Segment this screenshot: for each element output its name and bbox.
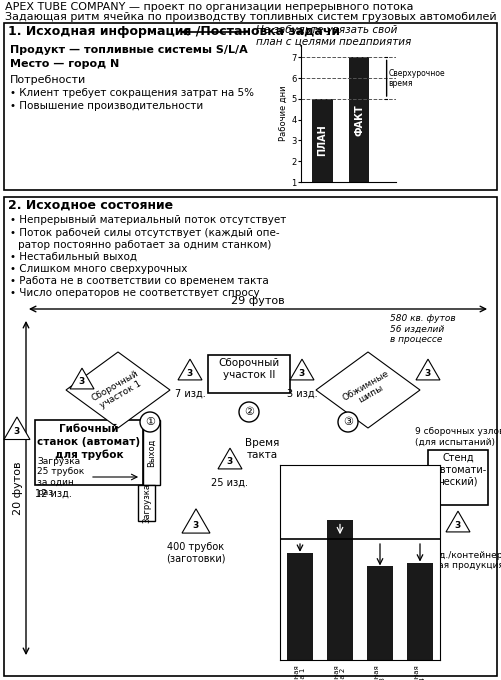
Text: 3: 3 bbox=[227, 458, 233, 466]
Text: 25 изд.: 25 изд. bbox=[211, 478, 248, 488]
Bar bbox=[287, 553, 313, 660]
Text: 9 сборочных узлов
(для испытаний): 9 сборочных узлов (для испытаний) bbox=[415, 427, 501, 446]
Text: 580 кв. футов
56 изделий
в процессе: 580 кв. футов 56 изделий в процессе bbox=[390, 314, 455, 344]
Text: ②: ② bbox=[244, 407, 254, 417]
Bar bbox=[4, 23, 497, 190]
Text: Сверхурочное
время: Сверхурочное время bbox=[388, 69, 445, 88]
Text: • Слишком много сверхурочных: • Слишком много сверхурочных bbox=[10, 264, 187, 274]
Bar bbox=[407, 562, 433, 660]
Bar bbox=[143, 420, 160, 485]
Circle shape bbox=[239, 402, 259, 422]
Bar bbox=[138, 485, 155, 521]
Text: 3 изд.: 3 изд. bbox=[287, 389, 317, 399]
Text: станок (автомат): станок (автомат) bbox=[38, 437, 141, 447]
Text: 20 футов: 20 футов bbox=[13, 461, 23, 515]
Text: Время
такта: Время такта bbox=[245, 438, 279, 460]
Text: 1. Исходная информация /Постановка задачи: 1. Исходная информация /Постановка задач… bbox=[8, 25, 340, 38]
Text: • Работа не в соответствии со временем такта: • Работа не в соответствии со временем т… bbox=[10, 276, 269, 286]
Polygon shape bbox=[70, 368, 94, 389]
Text: • Поток рабочей силы отсутствует (каждый опе-: • Поток рабочей силы отсутствует (каждый… bbox=[10, 228, 280, 238]
Polygon shape bbox=[316, 352, 420, 428]
Text: APEX TUBE COMPANY — проект по организации непрерывного потока: APEX TUBE COMPANY — проект по организаци… bbox=[5, 2, 413, 12]
Text: Сборочный
участок 1: Сборочный участок 1 bbox=[90, 369, 146, 411]
Polygon shape bbox=[178, 359, 202, 380]
Bar bbox=[367, 566, 393, 660]
Text: для трубок: для трубок bbox=[55, 450, 123, 460]
Circle shape bbox=[140, 412, 160, 432]
Text: Стенд
(автомати-
ческий): Стенд (автомати- ческий) bbox=[430, 453, 486, 486]
Text: • Число операторов не соответствует спросу: • Число операторов не соответствует спро… bbox=[10, 288, 260, 298]
Text: • Клиент требует сокращения затрат на 5%: • Клиент требует сокращения затрат на 5% bbox=[10, 88, 254, 98]
Text: 30 изд./контейнер
(готовая продукция): 30 изд./контейнер (готовая продукция) bbox=[408, 551, 501, 571]
Polygon shape bbox=[66, 352, 170, 428]
Text: 400 трубок
(заготовки): 400 трубок (заготовки) bbox=[166, 542, 226, 564]
Text: Не забудьте увязать свой
план с целями предприятия: Не забудьте увязать свой план с целями п… bbox=[256, 25, 411, 47]
Text: ратор постоянно работает за одним станком): ратор постоянно работает за одним станко… bbox=[18, 240, 272, 250]
Text: 2. Исходное состояние: 2. Исходное состояние bbox=[8, 199, 173, 212]
Text: Гибочный: Гибочный bbox=[59, 424, 119, 434]
Polygon shape bbox=[290, 359, 314, 380]
Bar bbox=[4, 197, 497, 676]
Text: 3: 3 bbox=[79, 377, 85, 386]
Text: Сборочный
участок II: Сборочный участок II bbox=[218, 358, 280, 379]
Text: Операционная
процедура 2: Операционная процедура 2 bbox=[334, 664, 347, 680]
Polygon shape bbox=[446, 511, 470, 532]
Bar bbox=[313, 99, 333, 182]
Text: 29 футов: 29 футов bbox=[231, 296, 285, 306]
Bar bbox=[208, 355, 290, 393]
Text: Операционная
проц. 4: Операционная проц. 4 bbox=[413, 664, 426, 680]
Text: ПЛАН: ПЛАН bbox=[318, 124, 328, 156]
Text: 3: 3 bbox=[193, 520, 199, 530]
Text: Потребности: Потребности bbox=[10, 75, 86, 85]
Text: 3: 3 bbox=[299, 369, 305, 377]
Text: Выход: Выход bbox=[147, 439, 156, 466]
Polygon shape bbox=[416, 359, 440, 380]
Bar bbox=[327, 520, 353, 660]
Text: 3: 3 bbox=[455, 520, 461, 530]
Text: ФАКТ: ФАКТ bbox=[354, 104, 364, 135]
Bar bbox=[428, 450, 488, 505]
Circle shape bbox=[338, 412, 358, 432]
Polygon shape bbox=[4, 417, 30, 439]
Text: Загрузка: Загрузка bbox=[142, 483, 151, 523]
Text: Загрузка
25 трубок
за один
раз: Загрузка 25 трубок за один раз bbox=[37, 457, 84, 497]
Text: • Непрерывный материальный поток отсутствует: • Непрерывный материальный поток отсутст… bbox=[10, 215, 286, 225]
Bar bbox=[35, 420, 143, 485]
Y-axis label: Рабочие дни: Рабочие дни bbox=[279, 86, 288, 141]
Polygon shape bbox=[218, 448, 242, 469]
Text: 7 изд.: 7 изд. bbox=[175, 389, 205, 399]
Text: ④: ④ bbox=[413, 473, 423, 483]
Polygon shape bbox=[182, 509, 210, 533]
Text: 12 изд.: 12 изд. bbox=[35, 489, 72, 499]
Text: 3: 3 bbox=[187, 369, 193, 377]
Text: Продукт — топливные системы S/L/A: Продукт — топливные системы S/L/A bbox=[10, 45, 248, 55]
Text: Место — город N: Место — город N bbox=[10, 59, 119, 69]
Bar bbox=[349, 57, 369, 182]
Text: Операционная
проц. 3: Операционная проц. 3 bbox=[374, 664, 386, 680]
Text: ①: ① bbox=[145, 417, 155, 427]
Text: Задающая ритм ячейка по производству топливных систем грузовых автомобилей: Задающая ритм ячейка по производству топ… bbox=[5, 12, 496, 22]
Text: Операционная
процедура 1: Операционная процедура 1 bbox=[294, 664, 307, 680]
Text: 3: 3 bbox=[14, 428, 20, 437]
Text: • Нестабильный выход: • Нестабильный выход bbox=[10, 252, 137, 262]
Text: • Повышение производительности: • Повышение производительности bbox=[10, 101, 203, 111]
Circle shape bbox=[408, 468, 428, 488]
Text: ③: ③ bbox=[343, 417, 353, 427]
Text: Обжимные
шипы: Обжимные шипы bbox=[341, 369, 395, 411]
Text: 3: 3 bbox=[425, 369, 431, 377]
